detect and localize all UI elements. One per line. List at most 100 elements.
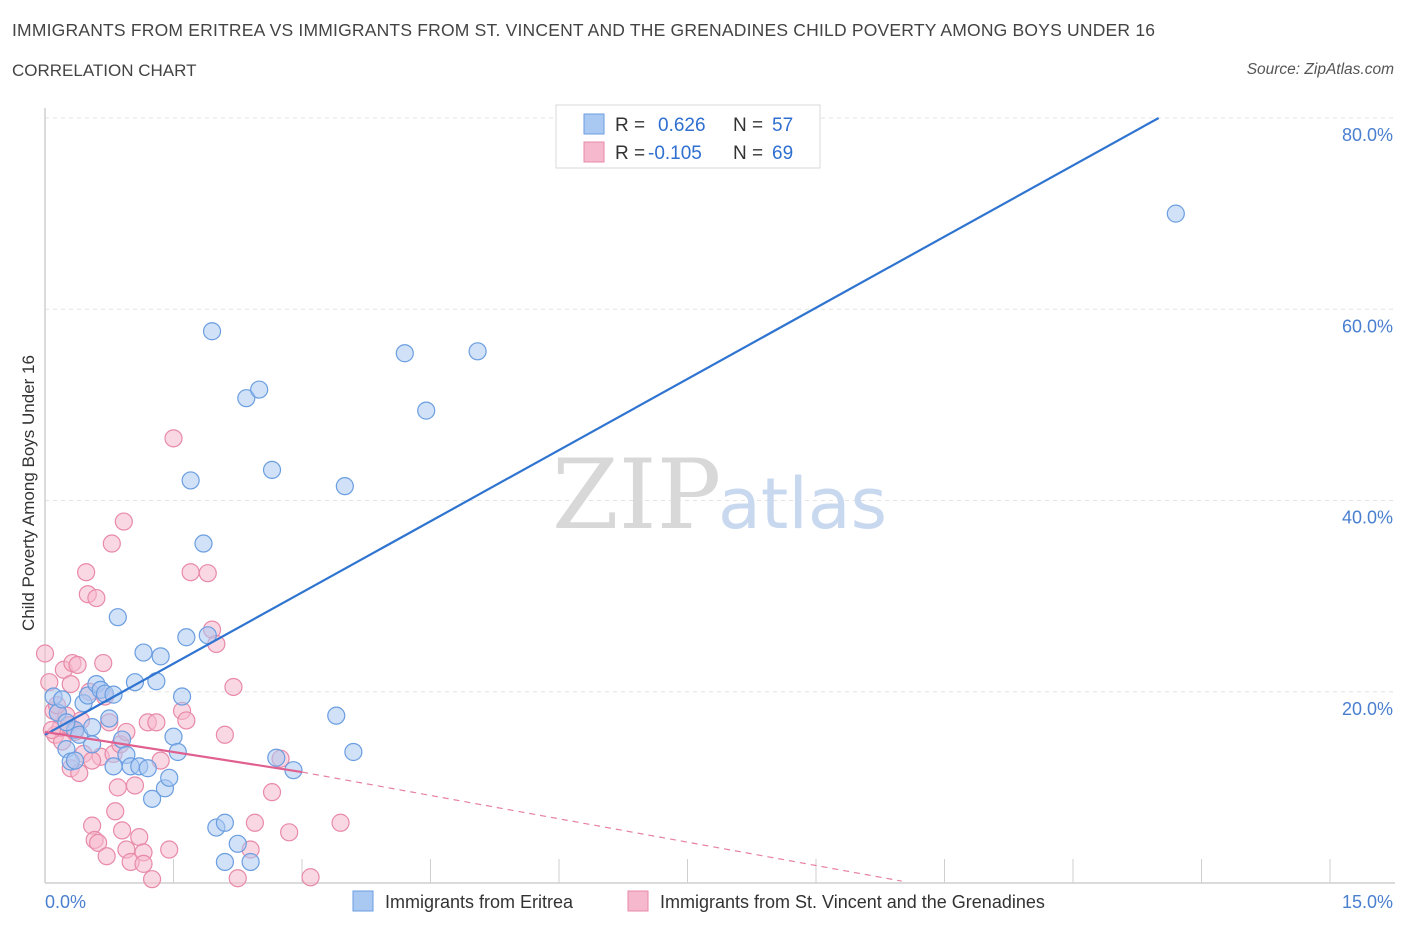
eritrea-point <box>134 643 153 662</box>
legend-blue-swatch <box>583 113 605 135</box>
legend-blue-n-value: 57 <box>772 115 793 136</box>
legend-pink-r-value: -0.105 <box>648 143 702 164</box>
eritrea-point <box>138 759 157 778</box>
legend-pink-r-label: R = <box>615 143 645 164</box>
eritrea-trend-line <box>44 117 1160 736</box>
legend-st-vincent-swatch <box>627 890 649 912</box>
legend-blue-r-label: R = <box>615 115 645 136</box>
series-legend: Immigrants from Eritrea Immigrants from … <box>352 890 1045 912</box>
st-vincent-point <box>125 776 145 795</box>
watermark-atlas: atlas <box>718 463 887 545</box>
watermark-zip: ZIP <box>552 439 721 551</box>
eritrea-point <box>1166 204 1185 223</box>
x-tick-labels: 0.0% 15.0% <box>45 892 1393 912</box>
legend-eritrea-swatch <box>352 890 374 912</box>
st-vincent-point <box>68 655 87 675</box>
st-vincent-point <box>97 847 116 866</box>
series-pink-points <box>35 429 350 889</box>
eritrea-point <box>65 751 85 770</box>
eritrea-point <box>241 852 260 872</box>
st-vincent-point <box>35 644 55 663</box>
legend-pink-n-label: N = <box>733 143 763 164</box>
eritrea-point <box>395 344 414 363</box>
st-vincent-point <box>61 674 80 694</box>
eritrea-point <box>327 706 346 725</box>
chart-title: IMMIGRANTS FROM ERITREA VS IMMIGRANTS FR… <box>12 20 1156 40</box>
st-vincent-point <box>198 564 217 583</box>
eritrea-point <box>344 742 363 762</box>
st-vincent-point <box>160 840 179 859</box>
eritrea-point <box>250 380 269 399</box>
chart-subtitle: CORRELATION CHART <box>12 61 197 80</box>
eritrea-point <box>267 748 286 767</box>
eritrea-point <box>108 608 127 627</box>
y-tick-label-0: 20.0% <box>1342 699 1393 719</box>
legend-blue-n-label: N = <box>733 115 763 136</box>
st-vincent-point <box>112 821 132 840</box>
st-vincent-trend-line <box>44 730 303 774</box>
trend-lines <box>44 117 1160 882</box>
st-vincent-trend-extension <box>301 771 902 882</box>
x-tick-label-1: 15.0% <box>1342 892 1393 912</box>
series-blue-points <box>44 204 1185 872</box>
y-tick-label-1: 40.0% <box>1342 508 1393 528</box>
eritrea-point <box>160 768 179 787</box>
legend-pink-swatch <box>583 141 605 163</box>
eritrea-point <box>100 709 119 728</box>
st-vincent-point <box>215 725 234 744</box>
legend-blue-r-value: 0.626 <box>658 115 706 136</box>
x-tick-label-0: 0.0% <box>45 892 86 912</box>
y-tick-labels: 20.0% 40.0% 60.0% 80.0% <box>1342 125 1393 719</box>
eritrea-point <box>142 789 162 808</box>
st-vincent-point <box>228 869 247 888</box>
legend-st-vincent-label: Immigrants from St. Vincent and the Gren… <box>660 892 1045 912</box>
st-vincent-point <box>177 711 196 730</box>
eritrea-point <box>468 342 487 361</box>
st-vincent-point <box>83 751 102 770</box>
eritrea-point <box>151 647 170 666</box>
eritrea-point <box>181 471 200 490</box>
st-vincent-point <box>89 833 108 852</box>
st-vincent-point <box>106 802 125 821</box>
eritrea-point <box>194 534 213 553</box>
eritrea-point <box>228 834 247 853</box>
st-vincent-point <box>130 827 149 847</box>
st-vincent-point <box>262 783 282 802</box>
eritrea-point <box>335 477 354 496</box>
st-vincent-point <box>94 653 113 673</box>
st-vincent-point <box>224 677 243 697</box>
eritrea-point <box>215 813 234 832</box>
y-tick-label-2: 60.0% <box>1342 316 1393 336</box>
eritrea-point <box>417 401 436 420</box>
st-vincent-point <box>87 588 106 608</box>
st-vincent-point <box>245 813 264 832</box>
st-vincent-point <box>142 870 162 889</box>
st-vincent-point <box>114 512 133 531</box>
st-vincent-point <box>301 868 320 887</box>
st-vincent-point <box>102 534 121 553</box>
eritrea-point <box>262 460 282 479</box>
chart-source: Source: ZipAtlas.com <box>1246 61 1394 78</box>
eritrea-point <box>237 389 256 408</box>
st-vincent-point <box>331 813 350 832</box>
eritrea-point <box>177 628 196 647</box>
eritrea-point <box>215 852 234 872</box>
watermark: ZIP atlas <box>552 439 887 551</box>
st-vincent-point <box>164 429 183 448</box>
st-vincent-point <box>108 778 127 797</box>
legend-eritrea-label: Immigrants from Eritrea <box>385 892 574 912</box>
eritrea-point <box>53 690 72 709</box>
y-axis-label: Child Poverty Among Boys Under 16 <box>19 355 38 631</box>
st-vincent-point <box>147 713 166 732</box>
st-vincent-point <box>77 563 96 582</box>
y-tick-label-3: 80.0% <box>1342 125 1393 145</box>
st-vincent-point <box>280 823 299 842</box>
eritrea-point <box>164 727 183 746</box>
st-vincent-point <box>181 563 200 582</box>
eritrea-point <box>172 687 192 706</box>
legend-pink-n-value: 69 <box>772 143 793 164</box>
correlation-legend: R = 0.626 N = 57 R = -0.105 N = 69 <box>555 104 821 169</box>
eritrea-point <box>202 322 222 341</box>
st-vincent-point <box>134 854 153 873</box>
